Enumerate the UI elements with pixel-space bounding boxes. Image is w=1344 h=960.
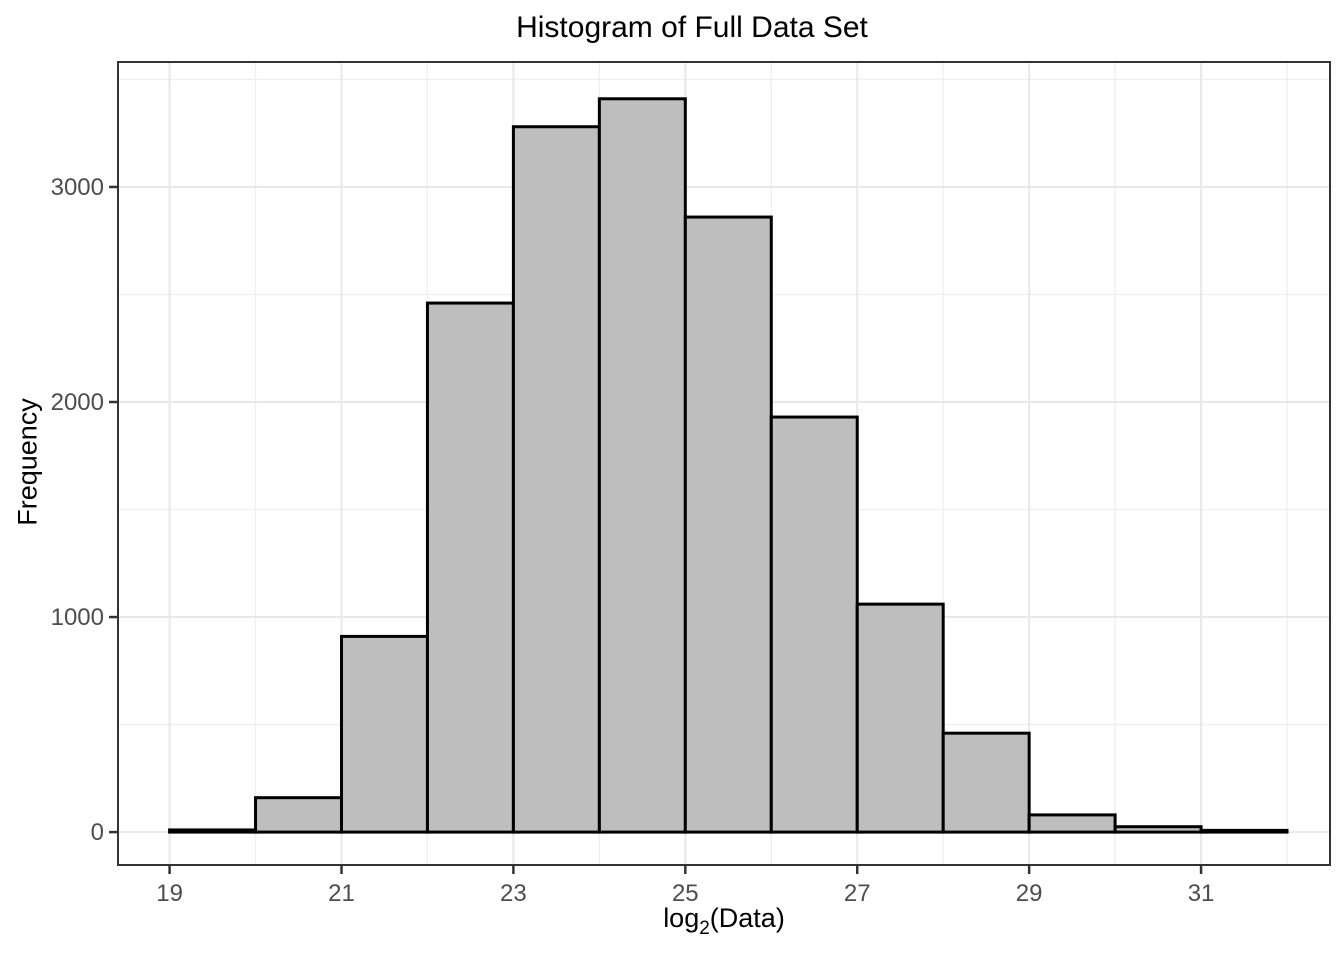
y-tick-label: 3000 — [51, 174, 104, 201]
x-tick-label: 19 — [156, 880, 183, 907]
panel-border — [117, 61, 1331, 866]
histogram-bar — [1199, 828, 1289, 834]
y-tick-label: 2000 — [51, 389, 104, 416]
x-tick-label: 23 — [500, 880, 527, 907]
y-axis-title: Frequency — [12, 398, 43, 526]
histogram-bar — [683, 215, 773, 834]
histogram-bar — [855, 602, 945, 834]
histogram-bar — [511, 125, 601, 834]
y-axis-tick-labels: 0 1000 2000 3000 — [51, 174, 104, 846]
x-tick-label: 27 — [844, 880, 871, 907]
histogram-bar — [339, 634, 429, 834]
x-tick-label: 25 — [672, 880, 699, 907]
chart-title: Histogram of Full Data Set — [516, 11, 868, 44]
histogram-bar — [1027, 813, 1117, 834]
x-axis-title-subscript: 2 — [699, 918, 710, 939]
x-axis-ticks — [168, 866, 1203, 874]
histogram-bar — [941, 731, 1031, 834]
y-tick-label: 0 — [91, 819, 104, 846]
histogram-bar — [254, 796, 343, 834]
x-axis-tick-labels: 19 21 23 25 27 29 31 — [156, 880, 1214, 907]
histogram-bars — [168, 97, 1289, 834]
histogram-bar — [769, 415, 859, 834]
histogram-bar — [425, 301, 515, 834]
histogram-bar — [1113, 825, 1203, 834]
y-axis-ticks — [109, 185, 117, 834]
histogram-bar — [597, 97, 687, 834]
x-tick-label: 29 — [1016, 880, 1043, 907]
x-tick-label: 21 — [328, 880, 355, 907]
y-tick-label: 1000 — [51, 604, 104, 631]
x-axis-title: log2(Data) — [118, 903, 1330, 940]
x-tick-label: 31 — [1188, 880, 1215, 907]
x-axis-title-suffix: (Data) — [709, 903, 785, 933]
x-axis-title-text: log — [663, 903, 700, 933]
histogram-bar — [168, 828, 258, 834]
